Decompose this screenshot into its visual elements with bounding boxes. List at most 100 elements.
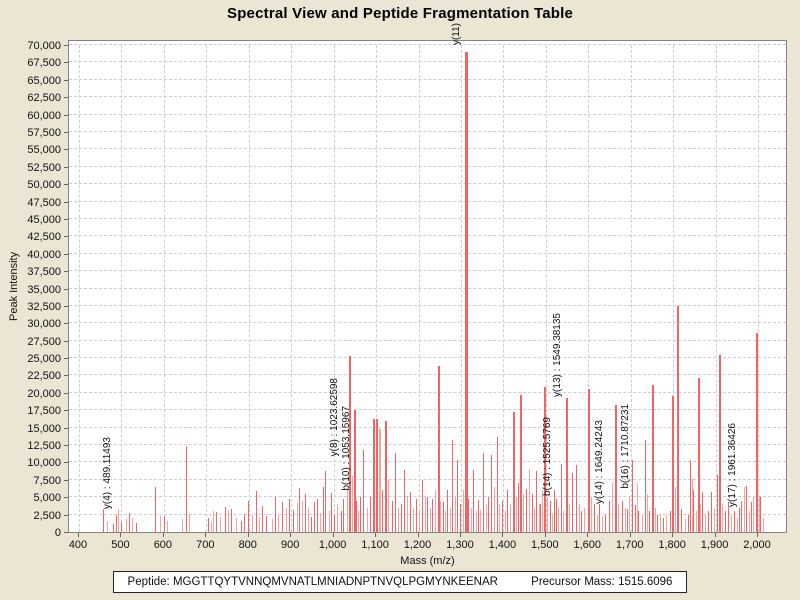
y-tick-label: 37,500	[27, 266, 61, 279]
fragment-annotation: y(14) : 1649.24243	[594, 420, 606, 505]
spectrum-peak	[272, 519, 273, 532]
spectrum-peak	[693, 489, 695, 532]
x-tick-label: 1,300	[446, 539, 474, 551]
spectrum-peak	[740, 501, 742, 532]
spectrum-peak	[349, 355, 352, 532]
spectrum-peak	[452, 440, 454, 532]
spectrum-peak	[286, 507, 288, 532]
spectrum-peak	[507, 490, 509, 532]
y-tick-mark	[64, 532, 68, 533]
spectrum-peak	[403, 470, 405, 532]
spectrum-peak	[578, 504, 580, 532]
spectrum-peak	[483, 453, 485, 532]
spectrum-peak	[687, 514, 689, 532]
spectrum-peak	[717, 474, 719, 532]
spectrum-peak	[302, 500, 304, 532]
spectrum-peak	[645, 440, 647, 532]
gridline-horizontal	[69, 426, 786, 428]
spectrum-peak	[480, 509, 482, 532]
spectrum-peak	[299, 488, 301, 532]
spectrum-peak	[647, 494, 649, 532]
gridline-horizontal	[69, 304, 786, 306]
y-tick-mark	[64, 236, 68, 238]
spectrum-peak	[526, 488, 528, 532]
spectrum-peak	[102, 509, 104, 532]
spectrum-peak	[434, 490, 436, 532]
y-tick-label: 17,500	[27, 405, 61, 418]
spectrum-peak	[750, 502, 752, 532]
spectrum-peak	[259, 516, 261, 532]
gridline-horizontal	[69, 78, 786, 80]
spectrum-peak	[502, 500, 504, 532]
spectrum-peak	[208, 518, 210, 532]
peptide-sequence: MGGTTQYTVNNQMVNATLMNIADNPTNVQLPGMYNKEENA…	[172, 576, 498, 588]
x-tick-label: 1,200	[403, 539, 432, 551]
fragment-annotation: y(17) : 1961.36426	[726, 423, 738, 507]
spectrum-peak	[540, 504, 542, 532]
y-tick-mark	[64, 271, 68, 273]
y-tick-label: 27,500	[27, 335, 61, 348]
spectrum-peak	[632, 459, 634, 532]
spectrum-peak	[355, 500, 357, 532]
y-tick-mark	[64, 462, 68, 464]
y-tick-label: 7,500	[33, 474, 61, 487]
y-tick-mark	[64, 218, 68, 220]
peptide-info-box: Peptide: MGGTTQYTVNNQMVNATLMNIADNPTNVQLP…	[112, 571, 688, 593]
y-tick-mark	[64, 445, 68, 447]
y-tick-mark	[64, 288, 68, 290]
spectrum-peak	[558, 507, 560, 532]
y-tick-label: 10,000	[27, 457, 61, 470]
gridline-horizontal	[69, 130, 786, 132]
precursor-mass-value: 1515.6096	[618, 576, 673, 588]
spectrum-peak	[685, 519, 687, 532]
gridline-horizontal	[69, 444, 786, 446]
fragment-annotation: y(4) : 489.11493	[101, 436, 113, 510]
spectrum-peak	[649, 511, 651, 532]
spectrum-peak	[493, 486, 495, 532]
x-tick-mark	[502, 533, 504, 537]
gridline-horizontal	[69, 148, 786, 150]
gridline-horizontal	[69, 183, 786, 185]
spectrum-peak	[252, 514, 254, 532]
spectrum-peak	[491, 455, 493, 532]
spectrum-peak	[465, 51, 469, 532]
spectrum-peak	[621, 500, 623, 532]
spectrum-peak	[611, 483, 613, 532]
spectrum-peak	[305, 493, 307, 532]
spectrum-peak	[499, 504, 501, 532]
gridline-vertical	[248, 45, 250, 532]
spectrum-peak	[437, 366, 440, 532]
precursor-mass-label: Precursor Mass:	[531, 576, 615, 588]
gridline-vertical	[121, 45, 123, 532]
gridline-vertical	[588, 45, 590, 532]
spectrum-peak	[182, 519, 184, 532]
gridline-horizontal	[69, 409, 786, 411]
x-tick-label: 1,900	[700, 539, 729, 551]
spectrum-peak	[316, 498, 318, 532]
spectrum-peak	[460, 504, 462, 532]
y-tick-label: 57,500	[27, 126, 61, 139]
spectrum-peak	[515, 497, 517, 532]
y-tick-label: 0	[54, 527, 61, 539]
spectrum-peak	[641, 514, 643, 532]
x-tick-mark	[459, 533, 461, 537]
gridline-vertical	[715, 45, 717, 532]
footer: Peptide: MGGTTQYTVNNQMVNATLMNIADNPTNVQLP…	[0, 571, 800, 593]
x-tick-mark	[247, 533, 249, 537]
spectrum-peak	[711, 491, 713, 532]
spectrum-peak	[758, 495, 760, 532]
y-tick-mark	[64, 323, 68, 325]
x-tick-label: 1,400	[488, 539, 517, 551]
gridline-vertical	[291, 45, 293, 532]
gridline-vertical	[758, 45, 759, 532]
spectrum-peak	[555, 498, 557, 532]
y-tick-mark	[64, 166, 68, 168]
spectrum-peak	[701, 492, 703, 532]
spectrum-peak	[244, 513, 245, 532]
spectrum-peak	[262, 505, 264, 532]
spectrum-peak	[388, 479, 390, 532]
x-tick-mark	[629, 533, 631, 537]
spectrum-peak	[529, 469, 531, 532]
spectrum-peak	[185, 445, 187, 532]
x-tick-label: 1,500	[531, 539, 559, 551]
